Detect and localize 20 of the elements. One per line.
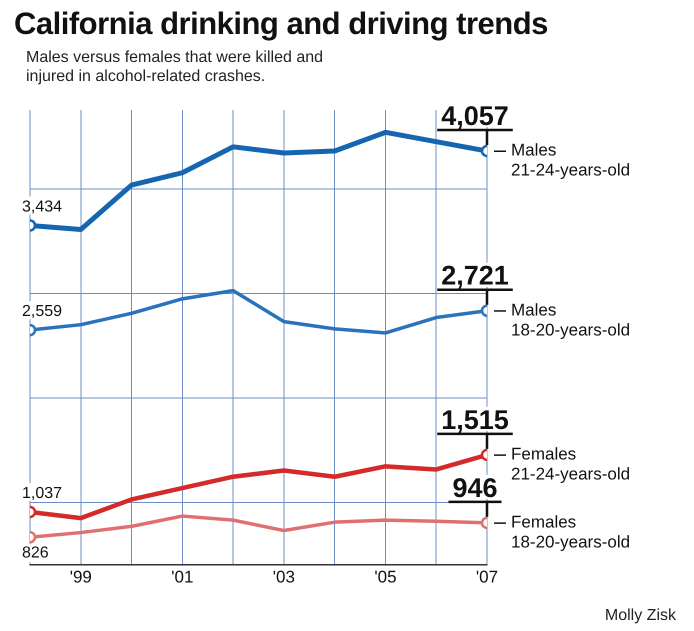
x-tick-label: '07	[476, 567, 498, 586]
data-label: 4,057	[441, 101, 509, 131]
data-label: 1,515	[441, 404, 509, 435]
data-label: 3,434	[22, 198, 62, 216]
series-label: Females 18-20-years-old	[511, 512, 630, 552]
data-label: 826	[22, 544, 49, 562]
data-label: 2,721	[441, 260, 509, 291]
series-label: Males 18-20-years-old	[511, 300, 630, 340]
text: Molly Zisk	[604, 607, 676, 625]
x-tick-label: '05	[374, 567, 397, 586]
x-tick-label: '03	[272, 567, 295, 586]
series-label: Females 21-24-years-old	[511, 444, 630, 484]
data-label: 946	[452, 472, 498, 503]
series-label: Males 21-24-years-old	[511, 140, 630, 180]
data-label: 2,559	[22, 303, 62, 320]
chart-title: California drinking and driving trends	[14, 6, 548, 42]
data-label: 1,037	[22, 485, 62, 502]
x-tick-label: '01	[171, 567, 194, 586]
x-tick-label: '99	[70, 567, 92, 586]
chart-subtitle: Males versus females that were killed and injured in alcohol-related crashes.	[26, 48, 324, 86]
